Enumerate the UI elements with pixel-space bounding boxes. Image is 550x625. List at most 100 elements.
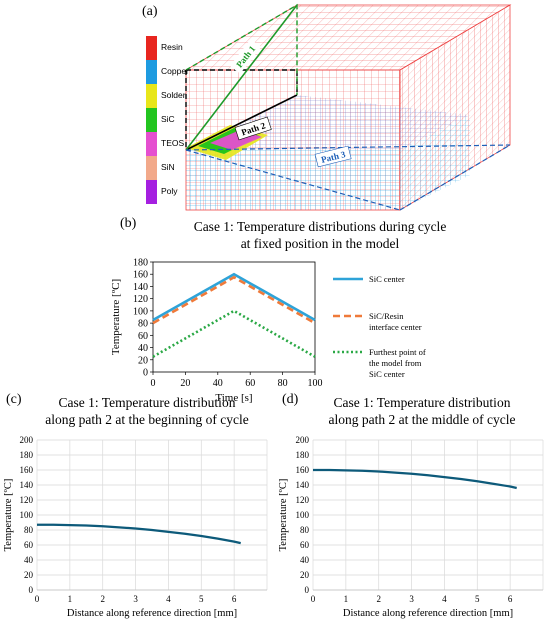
chart-c: 0 20 40 60 80 100 120 140 160 180 200 0 1 2 3 4 5 6 Distan… bbox=[3, 435, 268, 619]
x-tick-label: 6 bbox=[232, 594, 237, 604]
series-line bbox=[152, 272, 316, 322]
x-axis-label: Distance along reference direction [mm] bbox=[343, 608, 513, 619]
material-label: Copper bbox=[161, 66, 189, 76]
panel-label-a: (a) bbox=[142, 4, 158, 19]
x-tick-label: 3 bbox=[133, 594, 138, 604]
x-tick-label: 4 bbox=[442, 594, 447, 604]
x-tick-label: 1 bbox=[344, 594, 349, 604]
chart-d: 0 20 40 60 80 100 120 140 160 180 200 0 1 2 3 4 5 6 Distan… bbox=[278, 435, 544, 619]
model-diagram: Path 1 Path 2 Path 3 bbox=[184, 3, 512, 211]
x-tick-label: 5 bbox=[199, 594, 204, 604]
material-swatch bbox=[146, 132, 157, 156]
y-tick-label: 160 bbox=[296, 465, 310, 475]
path2-label: Path 2 bbox=[234, 116, 272, 141]
y-tick-label: 0 bbox=[305, 585, 310, 595]
y-tick-label: 120 bbox=[20, 495, 34, 505]
y-tick-label: 100 bbox=[20, 510, 34, 520]
x-tick-label: 40 bbox=[213, 378, 223, 389]
y-axis-label: Temperature [ºC] bbox=[278, 479, 289, 552]
plot-frame bbox=[152, 261, 316, 373]
chart-b-title-line2: at fixed position in the model bbox=[240, 236, 400, 251]
y-tick-label: 20 bbox=[24, 570, 34, 580]
y-tick-label: 40 bbox=[24, 555, 34, 565]
x-tick-label: 0 bbox=[151, 378, 156, 389]
panel-label-b: (b) bbox=[120, 216, 137, 231]
legend-label: SiC/Resin interface center bbox=[369, 311, 422, 332]
y-tick-label: 40 bbox=[300, 555, 310, 565]
y-tick-label: 20 bbox=[300, 570, 310, 580]
x-tick-label: 2 bbox=[100, 594, 105, 604]
y-tick-label: 180 bbox=[20, 450, 34, 460]
y-tick-label: 200 bbox=[20, 435, 34, 445]
legend-label: Furthest point of the model from SiC cente… bbox=[369, 347, 426, 379]
legend-entry: Furthest point of the model from SiC cente… bbox=[333, 347, 426, 379]
x-tick-label: 0 bbox=[311, 594, 316, 604]
y-axis-label: Temperature [ºC] bbox=[3, 479, 14, 552]
material-swatch bbox=[146, 156, 157, 180]
x-tick-label: 4 bbox=[166, 594, 171, 604]
y-tick-label: 80 bbox=[138, 319, 148, 330]
y-tick-label: 0 bbox=[29, 585, 34, 595]
x-tick-label: 100 bbox=[308, 378, 323, 389]
y-tick-label: 160 bbox=[133, 270, 148, 281]
path2-plane-outline bbox=[185, 69, 298, 151]
material-swatch bbox=[146, 84, 157, 108]
y-tick-label: 120 bbox=[296, 495, 310, 505]
series-line bbox=[313, 468, 517, 490]
x-tick-label: 80 bbox=[278, 378, 288, 389]
chart-d-title: Case 1: Temperature distribution along p… bbox=[296, 394, 548, 428]
y-tick-label: 80 bbox=[24, 525, 34, 535]
y-tick-label: 60 bbox=[300, 540, 310, 550]
material-label: Poly bbox=[161, 186, 178, 196]
legend-entry: SiC center bbox=[333, 274, 405, 284]
material-label: Resin bbox=[161, 42, 183, 52]
material-swatch bbox=[146, 60, 157, 84]
material-swatch bbox=[146, 108, 157, 132]
material-legend-item: Copper bbox=[146, 60, 206, 84]
series-line bbox=[152, 309, 316, 358]
chart-c-title-line2: along path 2 at the beginning of cycle bbox=[45, 412, 249, 427]
x-axis-label: Time [s] bbox=[215, 392, 252, 404]
y-tick-label: 140 bbox=[20, 480, 34, 490]
x-tick-label: 0 bbox=[35, 594, 40, 604]
chart-b-title-line1: Case 1: Temperature distributions during… bbox=[193, 219, 447, 234]
x-tick-label: 6 bbox=[508, 594, 513, 604]
material-label: SiN bbox=[161, 162, 175, 172]
material-legend-item: TEOS bbox=[146, 132, 206, 156]
panel-label-c: (c) bbox=[6, 392, 22, 407]
series-line bbox=[37, 523, 241, 545]
y-tick-label: 80 bbox=[300, 525, 310, 535]
legend-entry: SiC/Resin interface center bbox=[333, 311, 422, 332]
chart-c-title: Case 1: Temperature distribution along p… bbox=[22, 394, 272, 428]
y-tick-label: 20 bbox=[138, 355, 148, 366]
x-tick-label: 1 bbox=[68, 594, 73, 604]
chart-d-title-line2: along path 2 at the middle of cycle bbox=[328, 412, 516, 427]
legend-label: SiC center bbox=[369, 274, 405, 284]
y-tick-label: 100 bbox=[296, 510, 310, 520]
x-axis-label: Distance along reference direction [mm] bbox=[67, 608, 237, 619]
y-tick-label: 60 bbox=[138, 331, 148, 342]
y-tick-label: 200 bbox=[296, 435, 310, 445]
material-legend-item: Resin bbox=[146, 36, 206, 60]
y-tick-label: 140 bbox=[296, 480, 310, 490]
chart-b-title: Case 1: Temperature distributions during… bbox=[140, 218, 500, 252]
x-tick-label: 5 bbox=[475, 594, 480, 604]
y-tick-label: 180 bbox=[296, 450, 310, 460]
material-swatch bbox=[146, 180, 157, 204]
material-label: SiC bbox=[161, 114, 175, 124]
y-tick-label: 140 bbox=[133, 282, 148, 293]
x-tick-label: 60 bbox=[245, 378, 255, 389]
y-tick-label: 40 bbox=[138, 343, 148, 354]
y-tick-label: 120 bbox=[133, 294, 148, 305]
chart-d-title-line1: Case 1: Temperature distribution bbox=[333, 395, 511, 410]
y-tick-label: 100 bbox=[133, 306, 148, 317]
path3-label: Path 3 bbox=[314, 145, 352, 168]
path1-line bbox=[185, 3, 298, 151]
chart-c-title-line1: Case 1: Temperature distribution bbox=[58, 395, 236, 410]
y-tick-label: 60 bbox=[24, 540, 34, 550]
material-legend-item: SiN bbox=[146, 156, 206, 180]
x-tick-label: 20 bbox=[180, 378, 190, 389]
material-legend-item: Poly bbox=[146, 180, 206, 204]
y-axis-label: Temperature [ºC] bbox=[110, 279, 122, 355]
series-line bbox=[152, 275, 316, 325]
